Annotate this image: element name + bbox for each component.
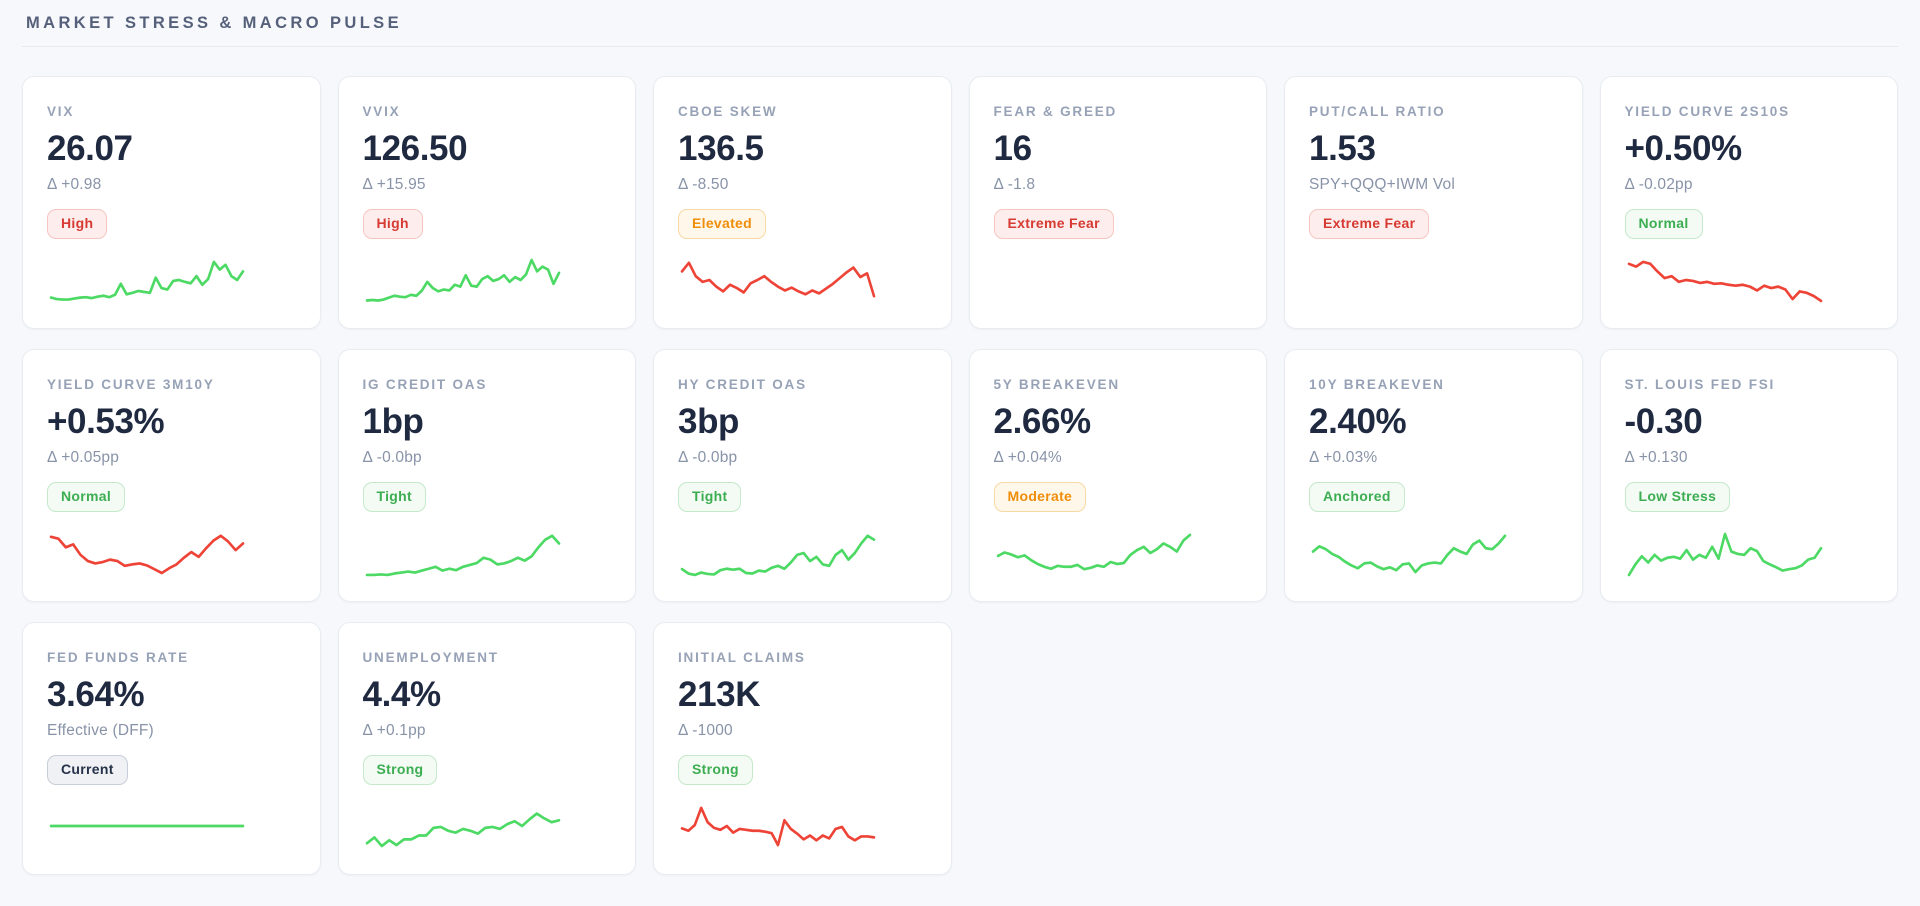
sparkline-chart <box>1627 532 1822 577</box>
metric-card-initial-claims[interactable]: INITIAL CLAIMS 213K Δ -1000 Strong <box>653 622 952 875</box>
metric-value: 136.5 <box>678 129 764 168</box>
sparkline-chart <box>1311 534 1507 574</box>
sparkline-chart <box>365 812 560 848</box>
metric-subtitle: Δ -0.0bp <box>362 449 422 466</box>
status-badge: Elevated <box>678 209 766 239</box>
metric-card-5y-breakeven[interactable]: 5Y BREAKEVEN 2.66% Δ +0.04% Moderate <box>968 349 1267 602</box>
metric-title: 5Y BREAKEVEN <box>993 377 1120 392</box>
metric-card-put-call-ratio[interactable]: PUT/CALL RATIO 1.53 SPY+QQQ+IWM Vol Extr… <box>1284 76 1583 329</box>
sparkline-chart <box>49 260 245 301</box>
metric-card-cboe-skew[interactable]: CBOE SKEW 136.5 Δ -8.50 Elevated <box>653 76 952 329</box>
sparkline-chart <box>1627 260 1822 303</box>
metric-title: VVIX <box>362 104 401 119</box>
status-badge: Low Stress <box>1624 482 1731 512</box>
metric-title: ST. LOUIS FED FSI <box>1624 377 1776 392</box>
status-badge: Current <box>47 755 128 785</box>
sparkline-chart <box>680 261 876 298</box>
sparkline-chart <box>365 258 560 302</box>
status-badge: Extreme Fear <box>993 209 1114 239</box>
metric-card-yield-curve-3m10y[interactable]: YIELD CURVE 3M10Y +0.53% Δ +0.05pp Norma… <box>22 349 321 602</box>
status-badge: High <box>362 209 423 239</box>
metric-title: IG CREDIT OAS <box>362 377 488 392</box>
metric-subtitle: SPY+QQQ+IWM Vol <box>1309 176 1455 193</box>
status-badge: Strong <box>678 755 753 785</box>
sparkline-chart <box>49 534 245 575</box>
metric-card-grid: VIX 26.07 Δ +0.98 High VVIX 126.50 Δ +15… <box>22 76 1898 875</box>
metric-subtitle: Δ -1.8 <box>993 176 1036 193</box>
metric-value: 1bp <box>362 402 424 441</box>
metric-card-hy-credit-oas[interactable]: HY CREDIT OAS 3bp Δ -0.0bp Tight <box>653 349 952 602</box>
metric-title: HY CREDIT OAS <box>678 377 807 392</box>
metric-card-ig-credit-oas[interactable]: IG CREDIT OAS 1bp Δ -0.0bp Tight <box>337 349 636 602</box>
metric-subtitle: Δ -0.02pp <box>1624 176 1693 193</box>
metric-value: 126.50 <box>362 129 468 168</box>
metric-title: FEAR & GREED <box>993 104 1118 119</box>
status-badge: Tight <box>678 482 742 512</box>
metric-title: PUT/CALL RATIO <box>1309 104 1446 119</box>
sparkline-chart <box>49 824 245 828</box>
metric-card-yield-curve-2s10s[interactable]: YIELD CURVE 2S10S +0.50% Δ -0.02pp Norma… <box>1599 76 1898 329</box>
metric-title: VIX <box>47 104 75 119</box>
metric-card-vix[interactable]: VIX 26.07 Δ +0.98 High <box>22 76 321 329</box>
metric-value: 2.40% <box>1309 402 1407 441</box>
metric-subtitle: Δ -1000 <box>678 722 733 739</box>
metric-value: +0.53% <box>47 402 165 441</box>
metric-subtitle: Δ -0.0bp <box>678 449 738 466</box>
status-badge: Tight <box>362 482 426 512</box>
metric-value: 4.4% <box>362 675 442 714</box>
metric-subtitle: Δ +15.95 <box>362 176 426 193</box>
metric-subtitle: Δ +0.04% <box>993 449 1062 466</box>
metric-subtitle: Δ -8.50 <box>678 176 729 193</box>
metric-card-fear-greed[interactable]: FEAR & GREED 16 Δ -1.8 Extreme Fear <box>968 76 1267 329</box>
status-badge: Normal <box>47 482 126 512</box>
section-title: MARKET STRESS & MACRO PULSE <box>26 14 402 32</box>
status-badge: Strong <box>362 755 438 785</box>
metric-card-unemployment[interactable]: UNEMPLOYMENT 4.4% Δ +0.1pp Strong <box>337 622 636 875</box>
sparkline-chart <box>680 806 876 847</box>
metric-title: YIELD CURVE 2S10S <box>1624 104 1790 119</box>
market-stress-dashboard: MARKET STRESS & MACRO PULSE VIX 26.07 Δ … <box>22 14 1898 875</box>
sparkline-chart <box>680 534 876 577</box>
metric-title: FED FUNDS RATE <box>47 650 189 665</box>
metric-title: CBOE SKEW <box>678 104 778 119</box>
metric-value: 1.53 <box>1309 129 1376 168</box>
metric-card-vvix[interactable]: VVIX 126.50 Δ +15.95 High <box>337 76 636 329</box>
metric-value: 26.07 <box>47 129 133 168</box>
metric-card-st-louis-fed-fsi[interactable]: ST. LOUIS FED FSI -0.30 Δ +0.130 Low Str… <box>1599 349 1898 602</box>
metric-value: 213K <box>678 675 761 714</box>
metric-subtitle: Δ +0.130 <box>1624 449 1688 466</box>
metric-value: 3.64% <box>47 675 145 714</box>
metric-title: YIELD CURVE 3M10Y <box>47 377 215 392</box>
metric-value: -0.30 <box>1624 402 1703 441</box>
metric-value: 2.66% <box>993 402 1092 441</box>
status-badge: High <box>47 209 108 239</box>
metric-title: 10Y BREAKEVEN <box>1309 377 1445 392</box>
status-badge: Extreme Fear <box>1309 209 1430 239</box>
metric-subtitle: Δ +0.98 <box>47 176 102 193</box>
sparkline-chart <box>365 534 560 577</box>
section-divider <box>22 46 1898 47</box>
metric-subtitle: Δ +0.03% <box>1309 449 1378 466</box>
metric-card-fed-funds-rate[interactable]: FED FUNDS RATE 3.64% Effective (DFF) Cur… <box>22 622 321 875</box>
metric-subtitle: Δ +0.05pp <box>47 449 120 466</box>
metric-title: INITIAL CLAIMS <box>678 650 806 665</box>
metric-value: +0.50% <box>1624 129 1743 168</box>
status-badge: Normal <box>1624 209 1703 239</box>
metric-value: 3bp <box>678 402 740 441</box>
status-badge: Moderate <box>993 482 1087 512</box>
metric-subtitle: Effective (DFF) <box>47 722 154 739</box>
status-badge: Anchored <box>1309 482 1405 512</box>
metric-value: 16 <box>993 129 1033 168</box>
metric-subtitle: Δ +0.1pp <box>362 722 426 739</box>
metric-card-10y-breakeven[interactable]: 10Y BREAKEVEN 2.40% Δ +0.03% Anchored <box>1284 349 1583 602</box>
metric-title: UNEMPLOYMENT <box>362 650 499 665</box>
sparkline-chart <box>996 533 1191 571</box>
